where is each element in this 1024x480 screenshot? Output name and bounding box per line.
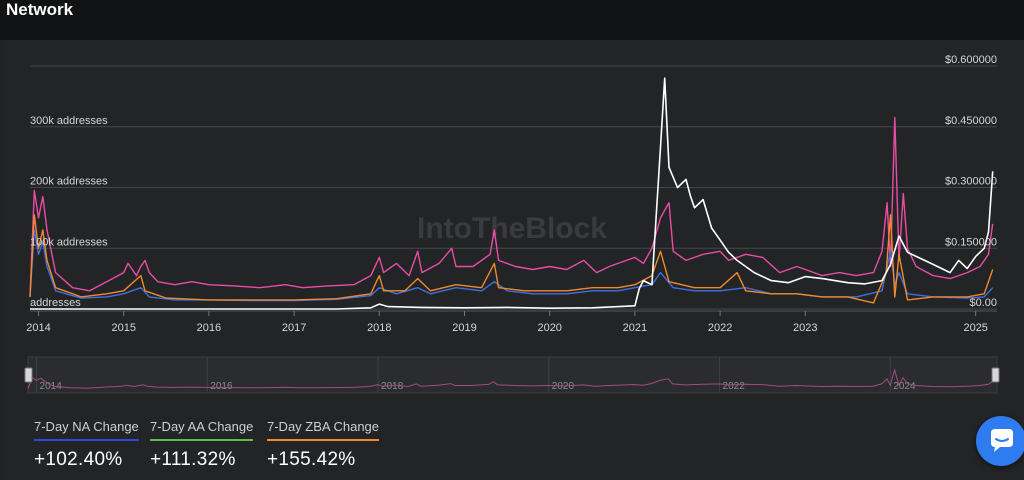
metric-na-label[interactable]: 7-Day NA Change bbox=[34, 419, 139, 441]
x-tick-label: 2022 bbox=[708, 322, 732, 334]
x-tick-label: 2020 bbox=[537, 322, 561, 334]
series-line-zba bbox=[29, 214, 994, 304]
series-lines bbox=[29, 77, 994, 310]
x-tick-label: 2019 bbox=[452, 322, 476, 334]
chart-panel bbox=[4, 40, 1024, 480]
metric-zba-label[interactable]: 7-Day ZBA Change bbox=[267, 419, 380, 441]
navigator-tick-label: 2020 bbox=[552, 381, 575, 392]
x-tick-label: 2023 bbox=[793, 322, 817, 334]
y-axis-right: $0.00 $0.150000 $0.300000 $0.450000 $0.60000… bbox=[945, 54, 997, 309]
top-bar: Network bbox=[0, 0, 1024, 40]
x-tick-label: 2018 bbox=[367, 322, 391, 334]
metric-na-value: +102.40% bbox=[34, 449, 123, 470]
x-tick-label: 2017 bbox=[282, 322, 306, 334]
series-line-na bbox=[29, 229, 994, 302]
x-tick-label: 2021 bbox=[623, 322, 647, 334]
y-right-tick-label: $0.600000 bbox=[945, 54, 997, 66]
navigator-handle-left[interactable] bbox=[24, 367, 33, 383]
navigator-tick-label: 2022 bbox=[723, 381, 746, 392]
network-chart[interactable]: IntoTheBlock addresses 100k addresses 200k… bbox=[0, 0, 1024, 420]
metric-aa: 7-Day AA Change +111.32% bbox=[150, 418, 254, 471]
metric-aa-label[interactable]: 7-Day AA Change bbox=[150, 419, 254, 441]
y-right-tick-label: $0.300000 bbox=[945, 176, 997, 188]
x-tick-label: 2015 bbox=[111, 322, 135, 334]
chat-bubble-icon bbox=[991, 429, 1013, 452]
metric-zba: 7-Day ZBA Change +155.42% bbox=[267, 418, 380, 471]
y-right-tick-label: $0.00 bbox=[969, 297, 997, 309]
metrics-row: 7-Day NA Change +102.40% 7-Day AA Change… bbox=[0, 418, 1024, 480]
watermark-text: IntoTheBlock bbox=[417, 212, 607, 245]
page-title: Network bbox=[6, 0, 74, 19]
x-tick-label: 2025 bbox=[963, 322, 987, 334]
navigator-tick-label: 2018 bbox=[381, 381, 404, 392]
y-right-tick-label: $0.150000 bbox=[945, 236, 997, 248]
y-axis-left: addresses 100k addresses 200k addresses 300… bbox=[30, 115, 108, 309]
navigator-tick-label: 2016 bbox=[210, 381, 233, 392]
navigator-handle-right[interactable] bbox=[991, 367, 1000, 383]
x-axis: 2014 2015 2016 2017 2018 2019 2020 2021 2022 2023… bbox=[26, 310, 997, 334]
series-line-price bbox=[30, 77, 994, 310]
grid-lines bbox=[30, 65, 997, 310]
x-tick-label: 2014 bbox=[26, 322, 50, 334]
y-left-tick-label: 300k addresses bbox=[30, 115, 108, 127]
navigator-series-line bbox=[27, 368, 994, 389]
metric-aa-value: +111.32% bbox=[150, 449, 236, 470]
y-left-tick-label: 100k addresses bbox=[30, 236, 108, 248]
y-left-tick-label: 200k addresses bbox=[30, 176, 108, 188]
y-right-tick-label: $0.450000 bbox=[945, 115, 997, 127]
range-navigator[interactable]: 2014 2016 2018 2020 2022 2024 bbox=[24, 356, 1000, 394]
navigator-tick-label: 2014 bbox=[40, 381, 63, 392]
metric-zba-value: +155.42% bbox=[267, 449, 356, 470]
x-tick-label: 2016 bbox=[197, 322, 221, 334]
navigator-tick-label: 2024 bbox=[893, 381, 916, 392]
y-left-tick-label: addresses bbox=[30, 297, 81, 309]
metric-na: 7-Day NA Change +102.40% bbox=[34, 418, 139, 471]
chat-button[interactable] bbox=[976, 416, 1024, 466]
series-line-aa bbox=[29, 116, 994, 297]
